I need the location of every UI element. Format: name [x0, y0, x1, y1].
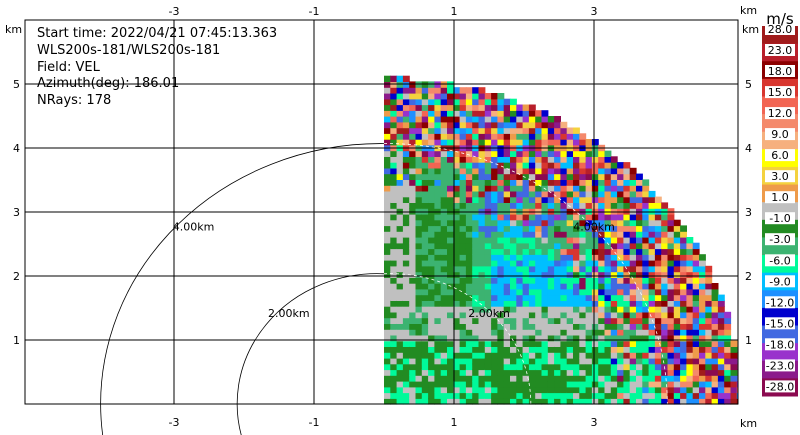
y-tick-left: 2 [13, 270, 20, 283]
x-unit-top: km [740, 4, 757, 17]
y-tick-left: 5 [13, 78, 20, 91]
start-time-text: Start time: 2022/04/21 07:45:13.363 [37, 26, 278, 41]
x-tick-bottom: -1 [309, 416, 320, 429]
colorbar-label: -28.0 [766, 380, 794, 393]
azimuth-text: Azimuth(deg): 186.01 [37, 76, 180, 91]
ring-label-right: 4.00km [573, 220, 615, 233]
x-tick-bottom: 1 [451, 416, 458, 429]
colorbar-label: -15.0 [766, 317, 794, 330]
y-unit-right: km [742, 23, 759, 36]
x-unit-bottom: km [740, 417, 757, 430]
nrays-text: NRays: 178 [37, 93, 112, 108]
range-rings: 2.00km 2.00km 4.00km 4.00km [100, 143, 668, 435]
ring-label-left: 2.00km [268, 307, 310, 320]
velocity-field [384, 75, 738, 405]
y-tick-right: 3 [745, 206, 752, 219]
plot-frame [24, 19, 739, 405]
y-tick-right: 1 [745, 334, 752, 347]
field-text: Field: VEL [37, 60, 100, 75]
colorbar-label: -23.0 [766, 359, 794, 372]
colorbar-label: 1.0 [771, 191, 789, 204]
colorbar-label: -3.0 [769, 233, 790, 246]
x-tick-top: -3 [169, 5, 180, 18]
colorbar-label: 6.0 [771, 149, 789, 162]
y-tick-left: 4 [13, 142, 20, 155]
x-tick-top: 3 [591, 5, 598, 18]
colorbar-label: -1.0 [769, 212, 790, 225]
y-tick-right: 5 [745, 78, 752, 91]
colorbar-label: 15.0 [768, 86, 793, 99]
colorbar-label: 9.0 [771, 128, 789, 141]
instrument-text: WLS200s-181/WLS200s-181 [37, 43, 221, 58]
x-tick-bottom: 3 [591, 416, 598, 429]
y-tick-left: 3 [13, 206, 20, 219]
colorbar-label: -6.0 [769, 254, 790, 267]
colorbar-label: 18.0 [768, 65, 793, 78]
axis-ticks: -3 -3 -1 -1 1 1 3 3 1 1 2 2 3 3 4 4 5 5 km km km km [5, 4, 759, 430]
x-tick-bottom: -3 [169, 416, 180, 429]
grid [25, 20, 738, 404]
colorbar-label: 23.0 [768, 44, 793, 57]
ring-label-right: 2.00km [468, 307, 510, 320]
y-unit-left: km [5, 23, 22, 36]
y-tick-right: 4 [745, 142, 752, 155]
colorbar-unit: m/s [766, 10, 794, 28]
colorbar-label: 28.0 [768, 23, 793, 36]
x-tick-top: -1 [309, 5, 320, 18]
colorbar-label: -12.0 [766, 296, 794, 309]
colorbar-label: 12.0 [768, 107, 793, 120]
colorbar-label: -9.0 [769, 275, 790, 288]
x-tick-top: 1 [451, 5, 458, 18]
colorbar: 28.0 23.0 18.0 15.0 12.0 9.0 6.0 3.0 1.0 -1.0 -3.0… [762, 10, 798, 397]
y-tick-left: 1 [13, 334, 20, 347]
y-tick-right: 2 [745, 270, 752, 283]
ring-label-left: 4.00km [173, 220, 215, 233]
colorbar-label: 3.0 [771, 170, 789, 183]
colorbar-label: -18.0 [766, 338, 794, 351]
